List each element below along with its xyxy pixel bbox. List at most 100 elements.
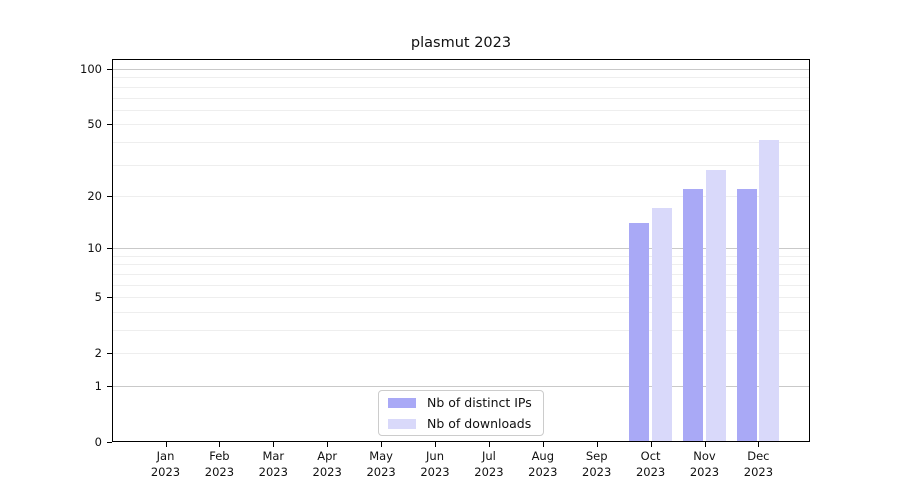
x-tick-month: Jul <box>481 449 496 463</box>
bars-layer <box>113 60 809 441</box>
y-tick-label: 2 <box>94 346 102 361</box>
x-tick-month: Aug <box>531 449 555 463</box>
x-tick-month: Mar <box>262 449 285 463</box>
gridline-minor <box>113 124 809 126</box>
gridline-minor <box>113 353 809 355</box>
y-tick-label: 5 <box>94 290 102 305</box>
x-tick-label: Aug 2023 <box>515 448 571 480</box>
x-tick-year: 2023 <box>743 465 774 479</box>
x-tick-label: Feb 2023 <box>191 448 247 480</box>
y-tick-label: 0 <box>94 435 102 449</box>
y-tick-mark <box>107 195 112 197</box>
x-tick-mark <box>596 442 598 447</box>
x-tick-month: Jun <box>426 449 444 463</box>
gridline-minor <box>113 141 809 143</box>
gridline-minor <box>113 86 809 88</box>
x-tick-label: Dec 2023 <box>730 448 786 480</box>
x-tick-year: 2023 <box>474 465 504 479</box>
y-tick-mark <box>107 442 112 443</box>
gridline-minor <box>113 297 809 299</box>
legend-label-downloads: Nb of downloads <box>427 416 532 431</box>
gridline-minor <box>113 273 809 275</box>
x-tick-label: Jun 2023 <box>407 448 463 480</box>
y-tick-label: 10 <box>87 241 102 256</box>
gridline-minor <box>113 264 809 266</box>
legend-swatch-distinct-ips <box>388 397 416 408</box>
x-tick-year: 2023 <box>635 465 666 479</box>
gridline-minor <box>113 109 809 111</box>
y-tick-label: 100 <box>80 62 102 76</box>
gridline-minor <box>113 284 809 286</box>
x-tick-year: 2023 <box>258 465 288 479</box>
legend: Nb of distinct IPs Nb of downloads <box>378 390 544 436</box>
y-tick-label: 20 <box>87 188 102 203</box>
bar-downloads <box>759 139 780 441</box>
x-tick-label: Nov 2023 <box>677 448 733 480</box>
x-tick-month: Feb <box>209 449 230 463</box>
x-tick-month: Nov <box>693 449 716 463</box>
x-tick-mark <box>704 442 706 447</box>
x-tick-year: 2023 <box>528 465 558 479</box>
x-tick-year: 2023 <box>204 465 235 479</box>
x-tick-mark <box>758 442 760 447</box>
y-tick-mark <box>107 124 112 126</box>
bar-distinct-ips <box>629 223 650 441</box>
chart-title: plasmut 2023 <box>410 35 512 51</box>
y-tick-mark <box>107 297 112 299</box>
bar-downloads <box>705 169 726 441</box>
x-tick-mark <box>488 442 490 447</box>
gridline-minor <box>113 77 809 79</box>
x-tick-year: 2023 <box>582 465 612 479</box>
x-tick-mark <box>435 442 436 447</box>
x-tick-label: Sep 2023 <box>569 448 625 480</box>
y-tick-mark <box>107 248 112 250</box>
x-tick-month: Jan <box>156 449 175 463</box>
y-tick-mark <box>107 69 112 70</box>
x-tick-mark <box>650 442 652 447</box>
x-tick-label: Jan 2023 <box>138 448 194 480</box>
legend-swatch-downloads <box>388 418 416 429</box>
gridline-minor <box>113 97 809 99</box>
x-tick-month: Apr <box>317 449 338 463</box>
y-tick-mark <box>107 353 112 355</box>
y-tick-label: 50 <box>87 117 102 132</box>
y-tick-label: 1 <box>94 379 102 393</box>
x-tick-year: 2023 <box>150 465 181 479</box>
x-tick-month: Sep <box>585 449 608 463</box>
plot-area: Nb of distinct IPs Nb of downloads <box>112 59 810 442</box>
x-tick-label: Oct 2023 <box>623 448 679 480</box>
gridline-minor <box>113 255 809 257</box>
gridline-major <box>113 248 809 250</box>
legend-label-distinct-ips: Nb of distinct IPs <box>427 395 532 410</box>
legend-entry-distinct-ips: Nb of distinct IPs <box>388 395 534 410</box>
x-tick-month: May <box>369 449 393 463</box>
x-tick-year: 2023 <box>312 465 342 479</box>
x-tick-year: 2023 <box>689 465 720 479</box>
gridline-minor <box>113 311 809 313</box>
gridlines-layer <box>113 60 809 441</box>
x-tick-year: 2023 <box>366 465 396 479</box>
x-tick-mark <box>165 442 167 447</box>
gridline-major <box>113 386 809 387</box>
x-tick-mark <box>219 442 221 447</box>
x-tick-label: May 2023 <box>353 448 409 480</box>
x-tick-label: Apr 2023 <box>299 448 355 480</box>
x-tick-mark <box>273 442 275 447</box>
gridline-minor <box>113 164 809 166</box>
x-tick-label: Mar 2023 <box>245 448 301 480</box>
x-tick-label: Jul 2023 <box>461 448 517 480</box>
x-tick-mark <box>327 442 329 447</box>
bar-distinct-ips <box>683 188 703 441</box>
gridline-minor <box>113 195 809 197</box>
y-tick-mark <box>107 386 112 387</box>
bar-downloads <box>651 208 672 441</box>
bar-distinct-ips <box>736 188 757 441</box>
x-tick-mark <box>381 442 383 447</box>
x-tick-month: Dec <box>747 449 770 463</box>
gridline-major <box>113 69 809 70</box>
x-tick-month: Oct <box>640 449 661 463</box>
x-tick-mark <box>542 442 544 447</box>
legend-entry-downloads: Nb of downloads <box>388 416 534 431</box>
x-tick-year: 2023 <box>420 465 450 479</box>
